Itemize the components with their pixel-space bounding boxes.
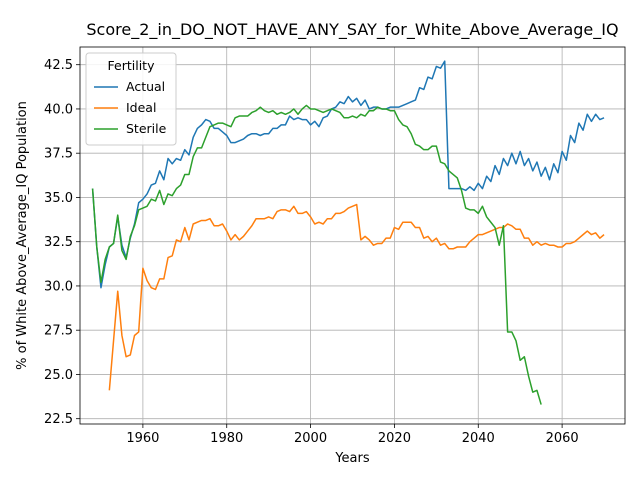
- x-tick-label: 2040: [462, 431, 495, 446]
- series-lines: [91, 60, 605, 405]
- x-axis-label: Years: [334, 451, 370, 466]
- x-tick-label: 1980: [210, 431, 243, 446]
- y-tick-label: 25.0: [44, 368, 73, 383]
- legend-title: Fertility: [108, 58, 156, 73]
- legend-box: [85, 52, 177, 146]
- series-line-ideal: [108, 203, 605, 391]
- series-line-actual: [91, 60, 605, 289]
- x-tick-label: 2020: [378, 431, 411, 446]
- y-tick-label: 22.5: [44, 412, 73, 427]
- y-tick-label: 27.5: [44, 324, 73, 339]
- y-tick-label: 32.5: [44, 235, 73, 250]
- legend-label-actual: Actual: [126, 79, 165, 94]
- y-tick-label: 30.0: [44, 279, 73, 294]
- x-tick-label: 2060: [546, 431, 579, 446]
- y-axis-label: % of White Above_Average_IQ Population: [15, 101, 30, 370]
- series-line-sterile: [91, 104, 542, 405]
- y-tick-label: 37.5: [44, 147, 73, 162]
- axis-ticks: 1960 1980 2000 2020 2040 2060 22.5 25.0 27.5 30.0…: [44, 58, 579, 446]
- chart-title: Score_2_in_DO_NOT_HAVE_ANY_SAY_for_White…: [86, 20, 618, 40]
- legend-label-sterile: Sterile: [126, 121, 167, 136]
- y-tick-label: 35.0: [44, 191, 73, 206]
- legend-label-ideal: Ideal: [126, 100, 156, 115]
- legend-entries: Actual Ideal Sterile: [94, 79, 167, 136]
- y-tick-label: 40.0: [44, 102, 73, 117]
- y-tick-label: 42.5: [44, 58, 73, 73]
- plot-frame: [79, 46, 626, 425]
- x-tick-label: 2000: [294, 431, 327, 446]
- x-tick-label: 1960: [126, 431, 159, 446]
- legend: Fertility Actual Ideal Sterile: [85, 52, 177, 146]
